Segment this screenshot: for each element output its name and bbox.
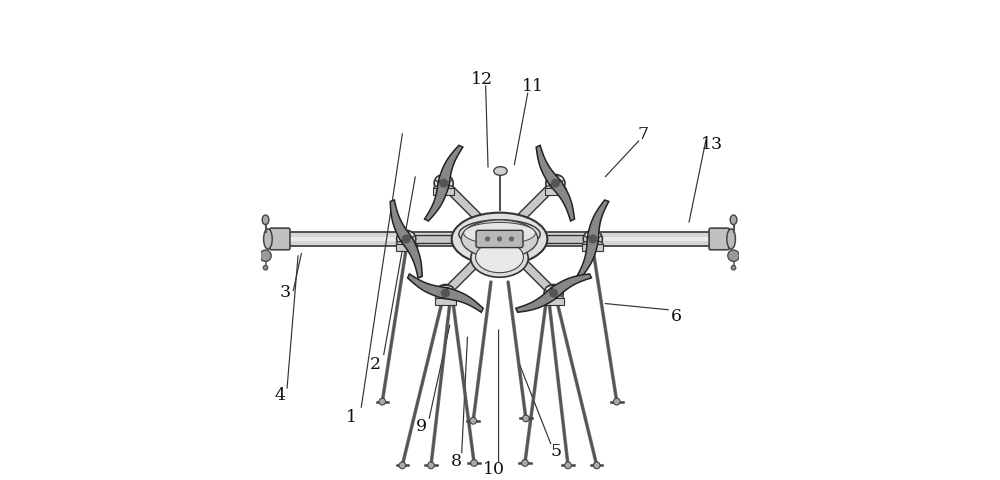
- Polygon shape: [587, 201, 609, 241]
- Bar: [543, 298, 564, 305]
- Ellipse shape: [547, 176, 563, 184]
- Ellipse shape: [727, 229, 735, 250]
- Bar: [582, 244, 603, 252]
- Text: 13: 13: [700, 135, 723, 153]
- Ellipse shape: [583, 231, 602, 248]
- Circle shape: [260, 251, 271, 262]
- Ellipse shape: [476, 242, 523, 273]
- Bar: [433, 189, 454, 196]
- Ellipse shape: [262, 216, 269, 225]
- Text: 11: 11: [522, 78, 544, 95]
- Ellipse shape: [398, 232, 414, 240]
- Bar: [396, 244, 417, 252]
- Ellipse shape: [459, 220, 540, 249]
- Text: 12: 12: [471, 71, 493, 88]
- Ellipse shape: [461, 220, 538, 259]
- Ellipse shape: [544, 295, 564, 301]
- FancyBboxPatch shape: [280, 233, 719, 246]
- Ellipse shape: [546, 175, 565, 192]
- Ellipse shape: [583, 241, 603, 247]
- Circle shape: [470, 418, 477, 424]
- Circle shape: [565, 462, 571, 469]
- Circle shape: [589, 236, 597, 243]
- Polygon shape: [577, 238, 598, 278]
- Polygon shape: [550, 181, 575, 221]
- Bar: [545, 189, 566, 196]
- Circle shape: [731, 266, 736, 271]
- Text: 1: 1: [346, 408, 357, 425]
- Circle shape: [510, 238, 513, 241]
- Ellipse shape: [494, 168, 507, 176]
- Text: 3: 3: [280, 284, 291, 300]
- Circle shape: [613, 398, 620, 405]
- Circle shape: [593, 462, 600, 469]
- Ellipse shape: [452, 213, 547, 266]
- Ellipse shape: [437, 286, 454, 293]
- Text: 4: 4: [274, 386, 285, 403]
- Ellipse shape: [464, 223, 535, 244]
- Ellipse shape: [471, 240, 528, 277]
- Ellipse shape: [434, 186, 454, 192]
- Polygon shape: [443, 288, 483, 312]
- Ellipse shape: [264, 229, 272, 250]
- Circle shape: [263, 266, 268, 271]
- Circle shape: [428, 462, 434, 469]
- Circle shape: [550, 289, 557, 297]
- Text: 8: 8: [450, 452, 461, 468]
- Circle shape: [402, 236, 410, 243]
- Circle shape: [552, 180, 559, 188]
- Circle shape: [379, 398, 386, 405]
- Polygon shape: [500, 235, 593, 244]
- Text: 10: 10: [483, 460, 505, 477]
- Text: 5: 5: [551, 442, 562, 459]
- Ellipse shape: [396, 241, 416, 247]
- Ellipse shape: [585, 232, 601, 240]
- Ellipse shape: [730, 216, 737, 225]
- Circle shape: [728, 251, 739, 262]
- Polygon shape: [551, 275, 591, 299]
- Polygon shape: [406, 235, 500, 244]
- Polygon shape: [425, 181, 449, 221]
- Circle shape: [442, 289, 449, 297]
- Polygon shape: [390, 201, 412, 241]
- Circle shape: [498, 238, 501, 241]
- Ellipse shape: [546, 286, 562, 293]
- FancyBboxPatch shape: [476, 231, 523, 248]
- Text: 9: 9: [416, 417, 427, 434]
- Polygon shape: [516, 288, 556, 312]
- Polygon shape: [408, 275, 448, 299]
- FancyBboxPatch shape: [270, 228, 290, 250]
- FancyBboxPatch shape: [282, 238, 717, 241]
- Polygon shape: [536, 146, 561, 186]
- FancyBboxPatch shape: [709, 228, 729, 250]
- Polygon shape: [438, 146, 463, 186]
- Text: 7: 7: [637, 126, 648, 143]
- Circle shape: [486, 238, 489, 241]
- Text: 2: 2: [370, 355, 381, 372]
- Ellipse shape: [435, 295, 455, 301]
- Circle shape: [522, 415, 529, 422]
- Circle shape: [440, 180, 448, 188]
- Text: 6: 6: [671, 307, 682, 324]
- Bar: [435, 298, 456, 305]
- Polygon shape: [496, 180, 558, 242]
- Ellipse shape: [434, 175, 453, 192]
- Polygon shape: [441, 180, 503, 242]
- Polygon shape: [496, 237, 557, 297]
- Circle shape: [471, 460, 477, 467]
- Polygon shape: [442, 237, 503, 297]
- Ellipse shape: [436, 176, 452, 184]
- Circle shape: [399, 462, 406, 469]
- Ellipse shape: [545, 186, 565, 192]
- Polygon shape: [401, 238, 422, 278]
- Ellipse shape: [397, 231, 416, 248]
- Circle shape: [522, 460, 528, 467]
- Ellipse shape: [544, 285, 563, 302]
- Ellipse shape: [436, 285, 455, 302]
